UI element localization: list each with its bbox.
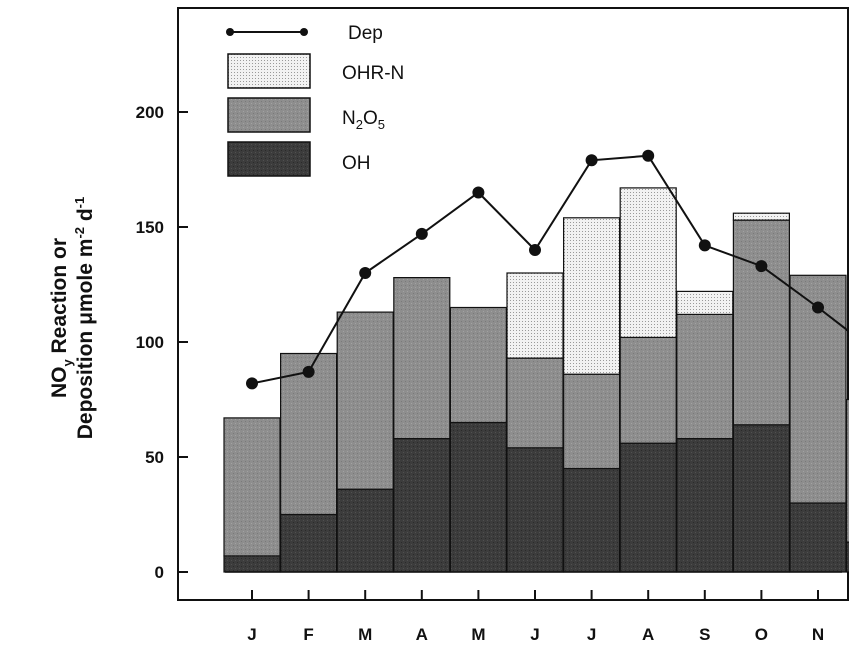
dep-point-8 [642,149,655,162]
bar-n2o5-9 [676,313,734,440]
dep-point-2 [302,365,315,378]
dep-point-1 [246,377,258,390]
bar-n2o5-1 [223,417,281,557]
bar-oh-1 [223,555,281,573]
dep-point-11 [812,301,824,314]
bar-oh-9 [676,438,734,573]
x-tick-label-4: A [416,625,428,644]
bar-ohr-n-8 [619,187,677,338]
y-tick-label-0: 0 [155,563,164,582]
y-axis-title: NOy Reaction or Deposition μmole m-2 d-1 [48,197,97,440]
legend-n2o5-sub2: 5 [378,117,385,132]
bar-oh-12 [845,541,849,573]
dep-point-7 [585,154,598,167]
y-tick-label-50: 50 [145,448,164,467]
bar-n2o5-4 [393,277,451,440]
x-tick-label-5: M [471,625,485,644]
bar-oh-11 [789,502,847,573]
ylabel-line2-sup1: -2 [72,227,87,239]
bar-n2o5-12 [845,398,849,543]
bar-oh-8 [619,442,677,573]
legend-dep-marker-right [300,28,308,36]
x-tick-label-10: O [755,625,768,644]
bar-oh-4 [393,438,451,573]
legend: Dep OHR-N N2O5 OH [226,23,404,177]
ylabel-line1-rest: Reaction or [48,238,71,359]
legend-oh-swatch [227,141,311,177]
bar-ohr-n-10 [732,212,791,221]
bar-n2o5-7 [562,373,621,470]
ylabel-line1: NO [48,367,71,399]
ylabel-line2: Deposition μmole m [74,239,97,440]
bar-ohr-n-9 [676,290,734,315]
legend-ohrn-swatch [227,53,311,89]
ylabel-line2-sup2: -1 [72,197,87,209]
y-tick-label-100: 100 [136,333,164,352]
x-tick-label-2: F [303,625,313,644]
legend-n2o5-sub1: 2 [356,117,363,132]
legend-n2o5-n: N [342,108,356,129]
dep-line [251,154,849,385]
dep-point-9 [698,239,711,252]
legend-n2o5-o: O [363,108,378,129]
ylabel-line1-sub: y [60,359,75,367]
x-tick-label-8: A [642,625,654,644]
y-tick-label-200: 200 [136,103,164,122]
plot-frame [177,7,849,601]
svg-text:NOy Reaction or: NOy Reaction or [48,238,75,398]
x-tick-label-7: J [587,625,596,644]
dep-point-10 [755,260,768,273]
bar-ohr-n-6 [506,272,564,359]
bar-n2o5-5 [449,306,507,424]
bar-oh-6 [506,447,564,573]
bar-n2o5-8 [619,336,677,444]
legend-ohrn-label: OHR-N [342,63,404,84]
bar-n2o5-3 [336,311,394,490]
legend-oh-label: OH [342,153,371,174]
bar-oh-3 [336,488,394,573]
bar-ohr-n-7 [562,217,621,375]
legend-n2o5-swatch [227,97,311,133]
x-tick-label-11: N [812,625,824,644]
bar-n2o5-2 [280,352,338,516]
svg-text:Deposition μmole m-2 d-1: Deposition μmole m-2 d-1 [72,197,97,440]
bar-oh-10 [732,424,791,573]
bar-n2o5-10 [732,219,791,426]
dep-point-4 [415,227,428,240]
bar-oh-5 [449,421,507,573]
dep-point-5 [472,186,485,199]
ylabel-line2-mid: d [74,208,97,227]
y-tick-label-150: 150 [136,218,164,237]
x-tick-label-1: J [247,625,256,644]
legend-n2o5-label: N2O5 [342,108,385,132]
bar-n2o5-6 [506,357,564,449]
dep-point-3 [359,267,372,279]
bar-oh-2 [280,513,338,573]
x-tick-label-6: J [530,625,539,644]
x-tick-label-9: S [699,625,710,644]
dep-point-6 [529,244,541,256]
legend-dep-label: Dep [348,23,383,44]
bar-oh-7 [562,467,621,573]
x-tick-label-3: M [358,625,372,644]
legend-dep-marker-left [226,28,234,36]
